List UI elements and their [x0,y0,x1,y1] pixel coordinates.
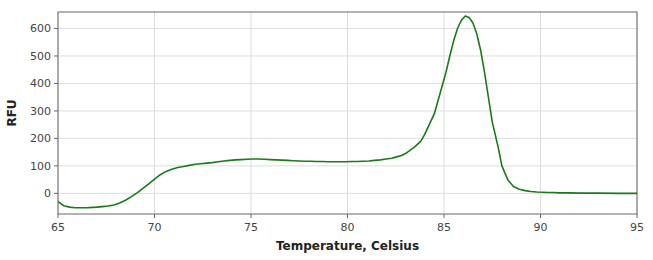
y-grid-line [58,28,637,29]
x-grid-line [251,12,252,214]
x-tick-label: 75 [244,221,258,234]
x-tick-label: 80 [341,221,355,234]
curve [58,16,637,208]
y-grid-line [58,110,637,111]
x-tick [444,214,445,218]
y-tick-label: 100 [30,160,51,173]
x-grid-line [347,12,348,214]
x-tick [58,214,59,218]
y-tick-label: 400 [30,77,51,90]
x-tick-label: 85 [437,221,451,234]
y-grid-line [58,138,637,139]
x-grid-line [154,12,155,214]
y-tick-label: 600 [30,22,51,35]
x-tick-label: 90 [534,221,548,234]
x-axis-label: Temperature, Celsius [276,239,419,253]
y-tick [54,165,58,166]
chart: 65 70 75 80 85 90 95 0 100 200 300 400 500 600 Tempera… [0,0,653,260]
y-axis-label: RFU [5,99,19,126]
y-tick [54,28,58,29]
y-tick [54,83,58,84]
x-tick [540,214,541,218]
y-grid-line [58,83,637,84]
plot-area [58,16,637,208]
y-tick [54,110,58,111]
y-grid-line [58,165,637,166]
plot-frame [58,12,637,214]
axes: 65 70 75 80 85 90 95 0 100 200 300 400 500 600 [30,12,644,234]
y-tick-label: 500 [30,50,51,63]
x-grid-line [540,12,541,214]
y-grid-line [58,55,637,56]
y-tick [54,138,58,139]
y-tick-label: 0 [44,187,51,200]
y-tick-label: 200 [30,132,51,145]
x-tick [154,214,155,218]
y-tick [54,193,58,194]
x-tick-label: 95 [630,221,644,234]
x-tick [347,214,348,218]
x-tick [637,214,638,218]
y-tick-label: 300 [30,105,51,118]
x-tick-label: 65 [51,221,65,234]
x-tick [251,214,252,218]
y-tick [54,55,58,56]
x-tick-label: 70 [148,221,162,234]
grid [58,12,637,214]
x-grid-line [444,12,445,214]
